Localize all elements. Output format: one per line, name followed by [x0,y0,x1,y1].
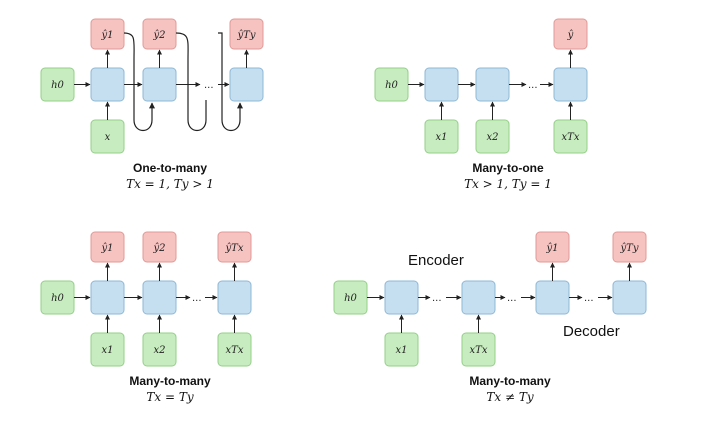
panel-subtitle: Tx > 1, Ty = 1 [464,177,552,191]
panel-title: Many-to-one [472,161,544,175]
output-box [553,18,588,50]
panel-title: Many-to-many [129,374,211,388]
output-box [142,18,177,50]
output-box [90,231,125,263]
h0-label: h0 [385,80,398,91]
hidden-state-box [475,67,510,102]
panel-subtitle: Tx ≠ Ty [486,390,533,404]
ellipsis: ... [507,293,517,304]
output-box [535,231,570,263]
ellipsis: ... [204,80,214,91]
feedback-loop [175,32,207,132]
hidden-state-box [384,280,419,315]
ellipsis: ... [192,293,202,304]
ellipsis: ... [584,293,594,304]
panel-many-to-many-equal: h0 x1 x2 xTx ŷ1 ŷ2 ŷTx ... Many-to-many … [40,231,252,404]
hidden-state-box [142,67,177,102]
panel-encoder-decoder: Encoder Decoder h0 x1 xTx ŷ1 ŷTy ... ...… [333,231,647,404]
output-label: ŷ1 [100,243,113,254]
input-label: x1 [395,345,407,356]
input-label: xTx [470,345,488,356]
hidden-state-box [217,280,252,315]
input-label: x2 [153,345,165,356]
input-label: x2 [486,132,498,143]
output-label: ŷ [567,30,574,41]
output-label: ŷTy [237,30,256,41]
output-box [142,231,177,263]
input-label: xTx [226,345,244,356]
output-box [217,231,252,263]
h0-label: h0 [51,80,64,91]
hidden-state-box [142,280,177,315]
hidden-state-box [229,67,264,102]
h0-label: h0 [344,293,357,304]
encoder-caption: Encoder [408,252,464,269]
ellipsis: ... [432,293,442,304]
output-label: ŷ1 [545,243,558,254]
output-box [90,18,125,50]
hidden-state-box [535,280,570,315]
panel-title: Many-to-many [469,374,551,388]
hidden-state-box [90,67,125,102]
output-label: ŷTy [620,243,639,254]
hidden-state-box [612,280,647,315]
output-label: ŷ2 [152,243,165,254]
input-label: x1 [435,132,447,143]
hidden-state-box [461,280,496,315]
feedback-loop [123,32,155,132]
output-label: ŷTx [225,243,244,254]
input-label: x1 [101,345,113,356]
panel-one-to-many: h0 x ŷ1 ŷ2 ŷTy ... One-to-many Tx = 1, T… [40,18,264,191]
output-box [229,18,264,50]
panel-many-to-one: h0 x1 x2 xTx ŷ ... Many-to-one Tx > 1, T… [374,18,588,191]
output-label: ŷ2 [152,30,165,41]
input-label: xTx [562,132,580,143]
hidden-state-box [424,67,459,102]
feedback-loop [218,32,243,132]
decoder-caption: Decoder [563,323,620,340]
panel-subtitle: Tx = Ty [146,390,193,404]
output-label: ŷ1 [100,30,113,41]
output-box [612,231,647,263]
hidden-state-box [553,67,588,102]
h0-label: h0 [51,293,64,304]
ellipsis: ... [528,80,538,91]
input-label: x [105,132,111,143]
hidden-state-box [90,280,125,315]
panel-subtitle: Tx = 1, Ty > 1 [126,177,214,191]
panel-title: One-to-many [133,161,207,175]
